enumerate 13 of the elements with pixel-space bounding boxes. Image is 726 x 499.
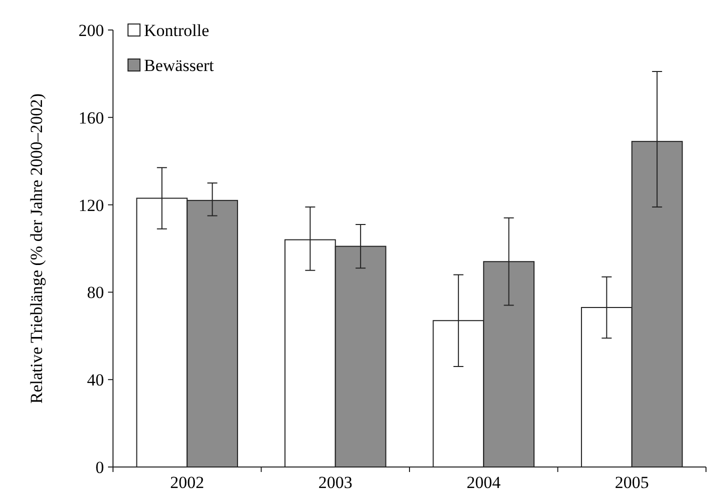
y-tick-label: 160 bbox=[78, 108, 104, 128]
y-tick-label: 200 bbox=[78, 20, 104, 40]
y-tick-label: 80 bbox=[87, 283, 104, 302]
y-tick-label: 40 bbox=[87, 370, 104, 390]
x-tick-label: 2002 bbox=[170, 473, 204, 492]
x-tick-label: 2005 bbox=[614, 473, 649, 492]
legend-label: Bewässert bbox=[144, 56, 214, 75]
x-tick-label: 2004 bbox=[466, 473, 502, 492]
y-axis-title: Relative Trieblänge (% der Jahre 2000–2002) bbox=[27, 93, 46, 404]
y-tick-label: 120 bbox=[78, 196, 104, 215]
legend-label: Kontrolle bbox=[144, 20, 210, 40]
y-tick-label: 0 bbox=[96, 458, 104, 477]
x-tick-label: 2003 bbox=[318, 473, 352, 492]
